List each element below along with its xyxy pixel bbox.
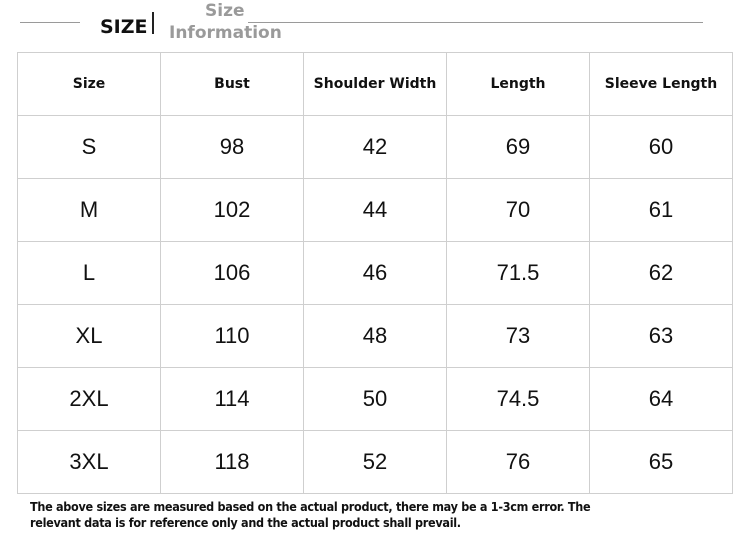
table-cell: 69 — [446, 115, 590, 179]
header-subtitle: Information — [169, 23, 282, 43]
table-cell: 98 — [160, 115, 304, 179]
table-cell: 74.5 — [446, 367, 590, 431]
table-cell: 73 — [446, 304, 590, 368]
table-row: 2XL 114 50 74.5 64 — [17, 367, 733, 431]
table-cell: XL — [17, 304, 161, 368]
table-row: M 102 44 70 61 — [17, 178, 733, 242]
note: The above sizes are measured based on th… — [30, 499, 591, 514]
table-cell: 102 — [160, 178, 304, 242]
header-row: Size Bust Shoulder Width Length Sleeve Lengt… — [17, 52, 733, 116]
column-header: Shoulder Width — [303, 52, 447, 116]
header-title: SIZE — [100, 16, 148, 38]
table-cell: 42 — [303, 115, 447, 179]
table-cell: 118 — [160, 430, 304, 494]
table-cell: 64 — [589, 367, 733, 431]
table-cell: 114 — [160, 367, 304, 431]
size-table: Size Bust Shoulder Width Length Sleeve Lengt… — [17, 52, 733, 494]
column-header: Length — [446, 52, 590, 116]
table-cell: 76 — [446, 430, 590, 494]
table-cell: 3XL — [17, 430, 161, 494]
table-cell: S — [17, 115, 161, 179]
table-cell: 48 — [303, 304, 447, 368]
header-rule — [248, 22, 703, 23]
table-cell: 52 — [303, 430, 447, 494]
header-bar — [152, 12, 154, 34]
table-cell: 65 — [589, 430, 733, 494]
table-row: S 98 42 69 60 — [17, 115, 733, 179]
table-cell: M — [17, 178, 161, 242]
header-subtitle: Size — [205, 1, 245, 21]
table-cell: 44 — [303, 178, 447, 242]
table-cell: 62 — [589, 241, 733, 305]
header-rule — [20, 22, 80, 23]
column-header: Sleeve Length — [589, 52, 733, 116]
column-header: Bust — [160, 52, 304, 116]
table-cell: 61 — [589, 178, 733, 242]
table-row: 3XL 118 52 76 65 — [17, 430, 733, 494]
table-cell: 71.5 — [446, 241, 590, 305]
table-cell: 2XL — [17, 367, 161, 431]
table-cell: L — [17, 241, 161, 305]
table-row: XL 110 48 73 63 — [17, 304, 733, 368]
table-cell: 70 — [446, 178, 590, 242]
table-cell: 106 — [160, 241, 304, 305]
table-cell: 63 — [589, 304, 733, 368]
table-cell: 110 — [160, 304, 304, 368]
table-cell: 50 — [303, 367, 447, 431]
table-cell: 46 — [303, 241, 447, 305]
column-header: Size — [17, 52, 161, 116]
table-cell: 60 — [589, 115, 733, 179]
note: relevant data is for reference only and … — [30, 515, 461, 530]
table-row: L 106 46 71.5 62 — [17, 241, 733, 305]
